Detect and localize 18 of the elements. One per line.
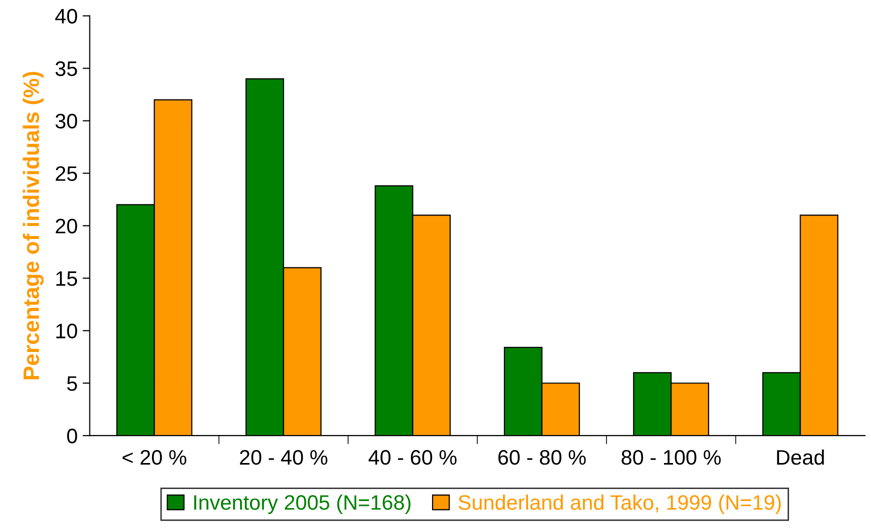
y-tick-label: 15	[56, 271, 78, 286]
x-tick-label: < 20 %	[122, 450, 186, 465]
y-tick-label: 30	[56, 114, 78, 129]
legend-label: Inventory 2005 (N=168)	[194, 494, 410, 514]
y-tick-label: 40	[55, 8, 78, 24]
y-tick-label: 0	[67, 428, 78, 444]
y-tick-label: 25	[56, 166, 78, 182]
x-tick-label: 80 - 100 %	[622, 450, 721, 465]
y-axis-title: Percentage of individuals (%)	[22, 72, 44, 380]
legend-label: Sunderland and Tako, 1999 (N=19)	[458, 494, 781, 514]
x-tick-label: 20 - 40 %	[240, 450, 328, 465]
y-tick-label: 10	[56, 324, 78, 338]
y-tick-label: 5	[67, 376, 78, 391]
y-tick-label: 35	[56, 61, 78, 76]
x-tick-label: Dead	[777, 449, 824, 465]
y-tick-label: 20	[56, 218, 78, 234]
x-tick-label: 40 - 60 %	[368, 450, 457, 465]
x-tick-label: 60 - 80 %	[498, 450, 586, 465]
